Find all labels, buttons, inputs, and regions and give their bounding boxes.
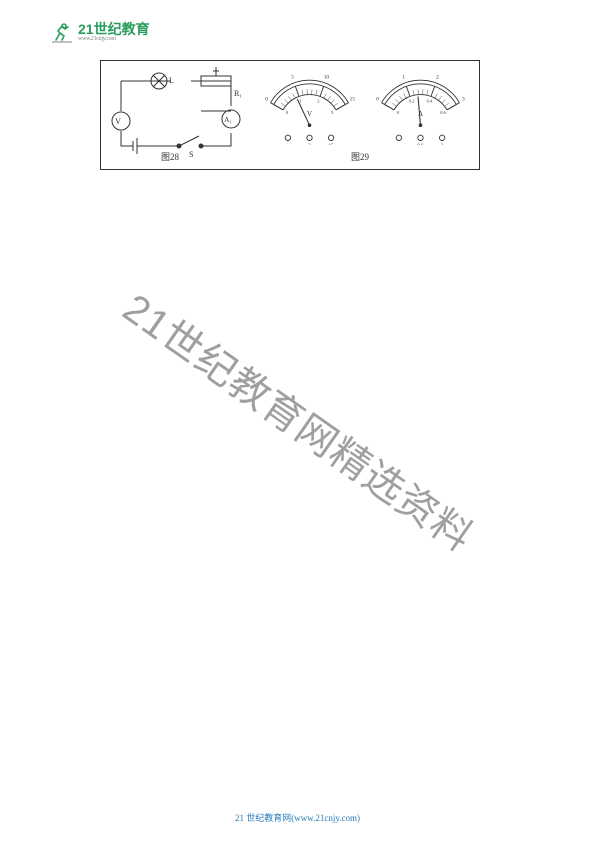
- svg-text:15: 15: [329, 144, 334, 145]
- ammeter-label: A₁: [224, 116, 232, 124]
- svg-text:10: 10: [324, 75, 330, 81]
- svg-text:-: -: [398, 144, 400, 145]
- watermark-text: 21世纪教育网精选资料: [113, 277, 487, 563]
- voltmeter-unit: V: [115, 117, 121, 126]
- page-footer: 21 世纪教育网(www.21cnjy.com): [0, 811, 595, 824]
- circuit-caption: 图28: [161, 150, 179, 163]
- svg-text:0: 0: [265, 96, 268, 102]
- meters-caption: 图29: [351, 150, 369, 163]
- svg-text:3: 3: [331, 110, 334, 115]
- runner-icon: [50, 20, 74, 44]
- svg-text:0: 0: [376, 96, 379, 102]
- resistor-label: R₁: [234, 89, 242, 98]
- svg-text:1: 1: [299, 98, 301, 103]
- svg-text:3: 3: [462, 96, 465, 102]
- footer-text: 21 世纪教育网(www.21cnjy.com): [235, 813, 360, 823]
- svg-text:V: V: [307, 110, 313, 118]
- switch-label: S: [189, 150, 193, 159]
- circuit-diagram: L R₁ A₁ V S 图28: [101, 61, 251, 169]
- svg-text:0: 0: [286, 110, 289, 115]
- diagram-container: L R₁ A₁ V S 图28 0 5 10 15 0 1 2 3 V - 3 15 0 1 2 3 0 0.2…: [100, 60, 480, 170]
- svg-text:0.6: 0.6: [417, 144, 424, 145]
- svg-text:3: 3: [308, 144, 311, 145]
- svg-text:-: -: [287, 144, 289, 145]
- logo-tagline: www.21cnjy.com: [78, 36, 150, 42]
- svg-text:0.2: 0.2: [409, 98, 415, 103]
- svg-text:5: 5: [291, 75, 294, 81]
- svg-text:3: 3: [441, 144, 444, 145]
- site-logo: 21世纪教育 www.21cnjy.com: [50, 20, 150, 44]
- logo-text: 21世纪教育 www.21cnjy.com: [78, 22, 150, 42]
- svg-text:0.4: 0.4: [427, 98, 433, 103]
- ammeter: 012300.20.40.6A-0.63: [368, 73, 473, 169]
- meters-panel: 0510150123V-315 012300.20.40.6A-0.63 图29: [251, 61, 479, 169]
- voltmeter: 0 5 10 15 0 1 2 3 V - 3 15: [257, 73, 362, 169]
- svg-text:2: 2: [436, 75, 439, 81]
- svg-text:0.6: 0.6: [440, 110, 446, 115]
- svg-text:0: 0: [397, 110, 400, 115]
- svg-text:15: 15: [350, 96, 356, 102]
- svg-text:1: 1: [402, 75, 405, 81]
- svg-text:2: 2: [317, 98, 319, 103]
- bulb-label: L: [169, 76, 174, 85]
- logo-brand: 21世纪教育: [78, 22, 150, 36]
